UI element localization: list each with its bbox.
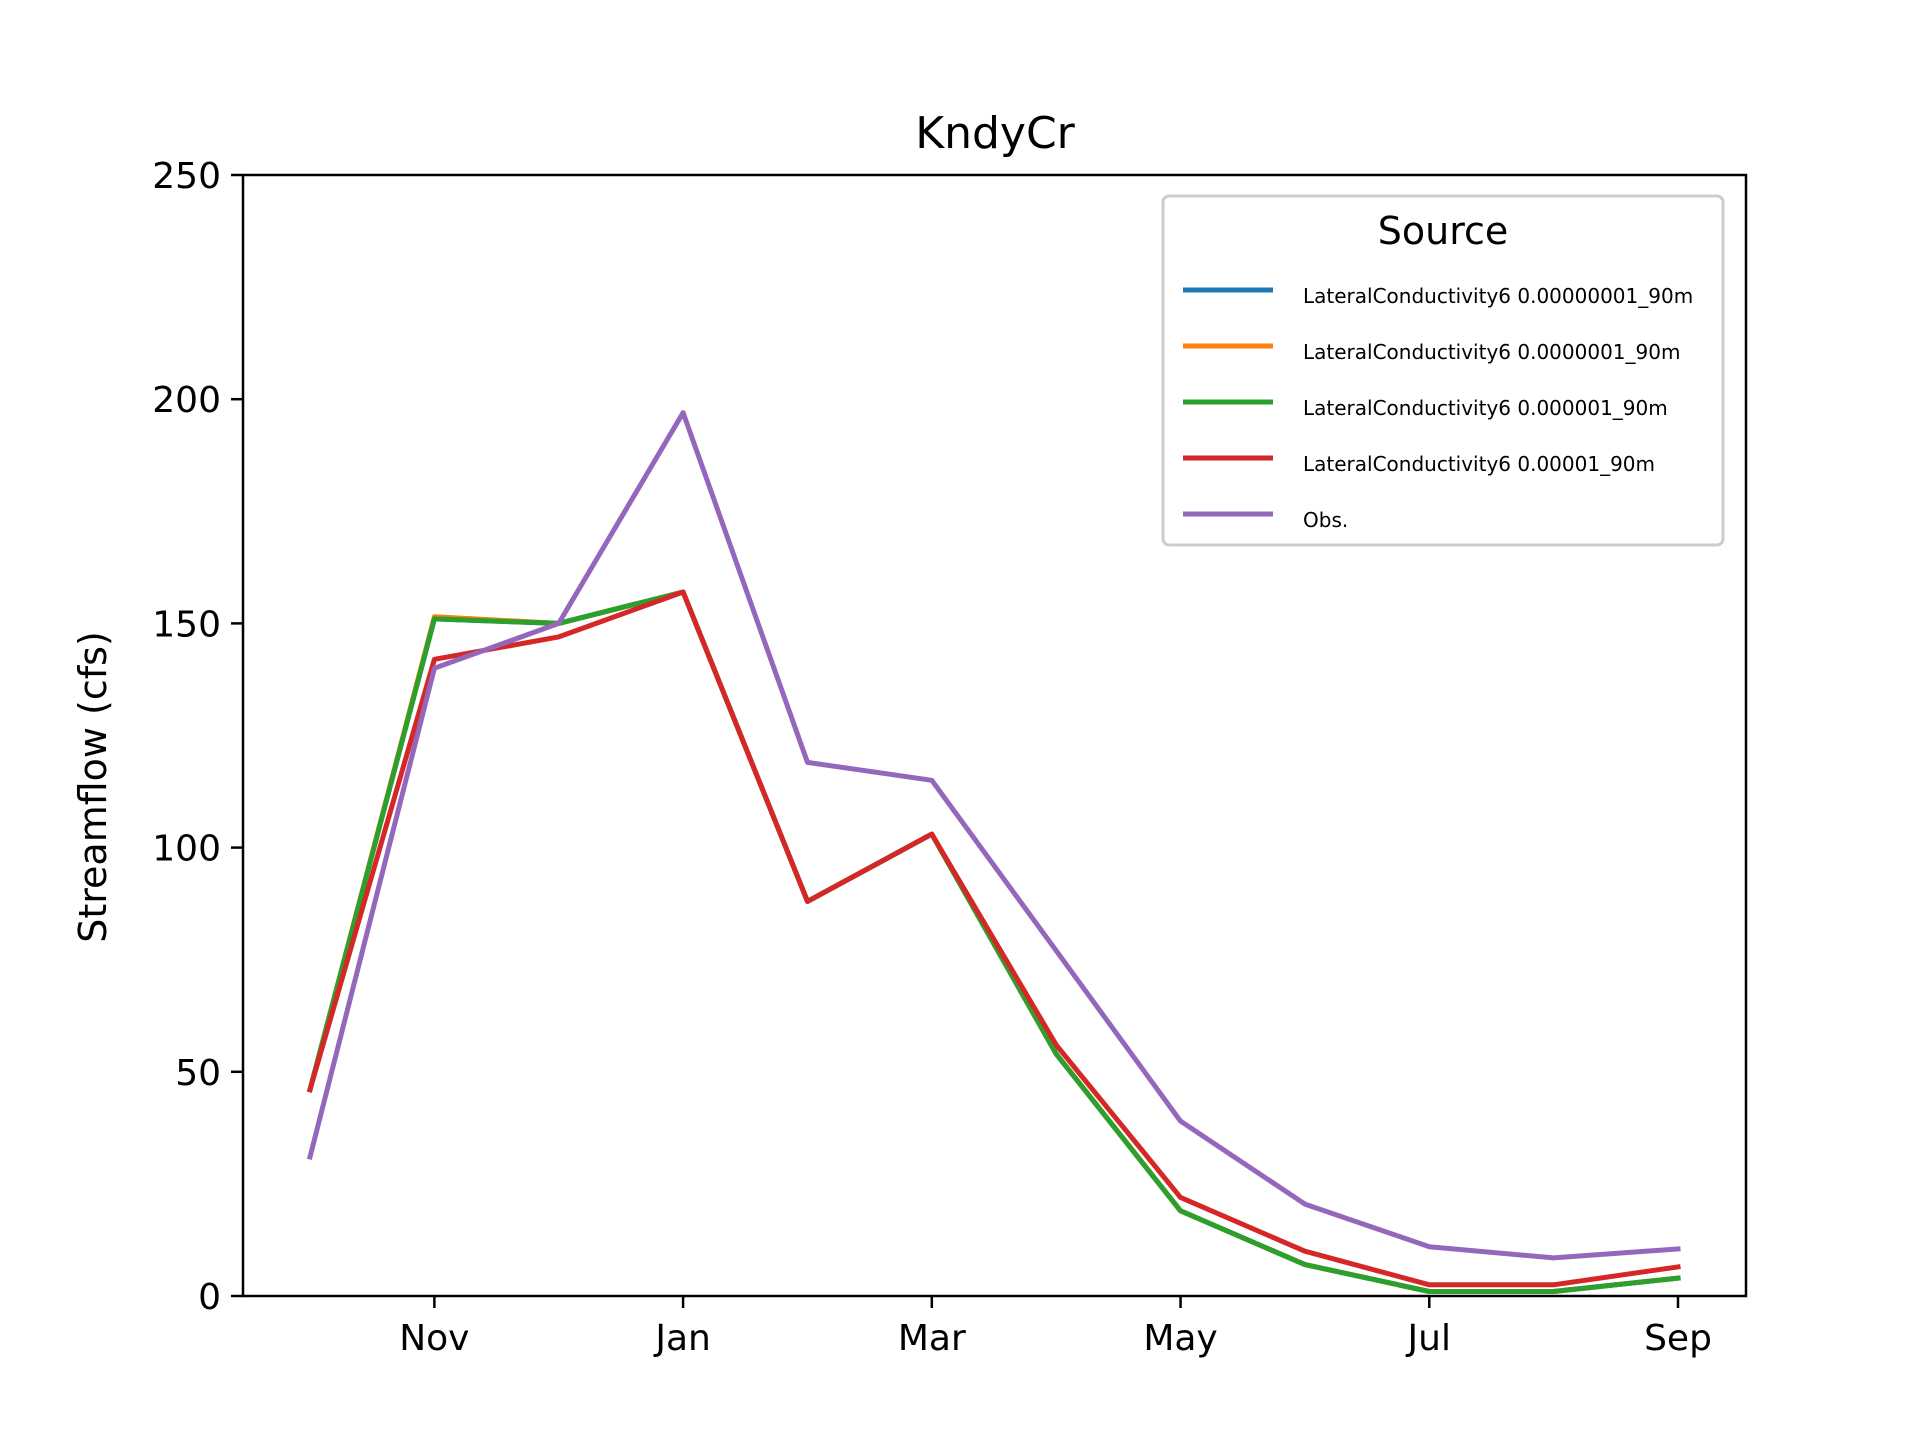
legend-title: Source [1378, 209, 1509, 253]
x-tick-label-4: Jul [1406, 1318, 1451, 1359]
legend-label-0: LateralConductivity6 0.00000001_90m [1303, 284, 1693, 308]
y-tick-label-1: 50 [175, 1053, 221, 1094]
legend-label-2: LateralConductivity6 0.000001_90m [1303, 396, 1668, 420]
legend-label-4: Obs. [1303, 508, 1348, 532]
x-tick-label-5: Sep [1644, 1318, 1712, 1359]
y-tick-label-2: 100 [152, 829, 221, 870]
series-line-4 [306, 410, 1681, 1261]
x-tick-label-3: May [1143, 1318, 1217, 1359]
legend-entries: LateralConductivity6 0.00000001_90m Later… [1183, 284, 1693, 532]
x-tick-label-2: Mar [898, 1318, 966, 1359]
y-tick-label-0: 0 [198, 1277, 221, 1318]
y-tick-label-4: 200 [152, 380, 221, 421]
y-tick-label-3: 150 [152, 604, 221, 645]
x-tick-label-0: Nov [399, 1318, 469, 1359]
x-tick-label-1: Jan [653, 1318, 711, 1359]
plot-area: 0 50 100 150 200 250 Nov Jan Mar May Jul Sep [152, 156, 1748, 1359]
legend: Source LateralConductivity6 0.00000001_9… [1161, 194, 1725, 547]
legend-box [1161, 194, 1725, 547]
series-line-3 [306, 589, 1681, 1288]
y-axis-title: Streamflow (cfs) [71, 631, 115, 943]
y-tick-label-5: 250 [152, 156, 221, 197]
legend-label-3: LateralConductivity6 0.00001_90m [1303, 452, 1655, 476]
chart-title: KndyCr [915, 108, 1075, 159]
legend-label-1: LateralConductivity6 0.0000001_90m [1303, 340, 1680, 364]
plot-frame [241, 173, 1748, 1298]
